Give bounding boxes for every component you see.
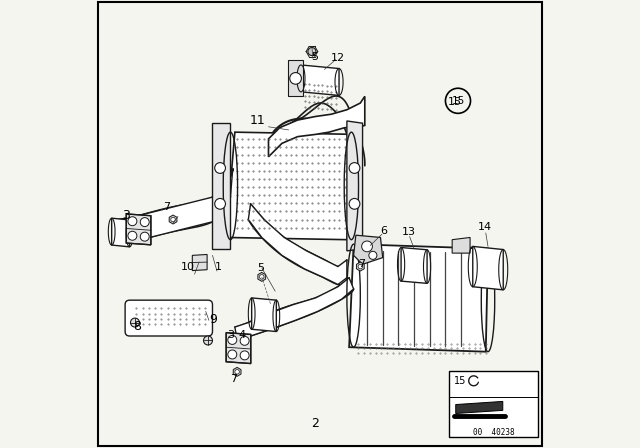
Text: 12: 12 (331, 53, 345, 63)
Text: 5: 5 (311, 52, 318, 62)
Polygon shape (112, 218, 130, 247)
Circle shape (140, 232, 149, 241)
Polygon shape (126, 214, 151, 245)
Polygon shape (269, 96, 365, 157)
Polygon shape (212, 123, 230, 249)
Circle shape (369, 251, 377, 259)
Polygon shape (248, 204, 347, 284)
Polygon shape (118, 170, 233, 244)
Circle shape (349, 163, 360, 173)
Text: 15: 15 (451, 96, 465, 106)
Circle shape (240, 351, 249, 360)
Polygon shape (226, 132, 356, 240)
Circle shape (131, 318, 140, 327)
Text: 3: 3 (122, 208, 131, 222)
Polygon shape (226, 333, 251, 364)
Text: 9: 9 (209, 313, 218, 326)
Polygon shape (301, 65, 339, 95)
Text: 7: 7 (358, 259, 365, 269)
Polygon shape (233, 367, 241, 376)
Polygon shape (347, 121, 362, 251)
Circle shape (349, 198, 360, 209)
Polygon shape (353, 235, 383, 264)
Circle shape (204, 336, 212, 345)
Text: 2: 2 (312, 417, 319, 430)
Circle shape (240, 336, 249, 345)
Text: 15: 15 (454, 376, 466, 386)
Circle shape (260, 275, 264, 279)
Text: 5: 5 (257, 263, 264, 273)
Circle shape (215, 163, 225, 173)
Circle shape (290, 73, 301, 84)
Text: 1: 1 (214, 263, 221, 272)
Circle shape (171, 217, 175, 222)
Polygon shape (452, 237, 470, 253)
Polygon shape (252, 298, 276, 332)
Text: 14: 14 (478, 222, 492, 232)
Polygon shape (169, 215, 177, 224)
Circle shape (228, 336, 237, 345)
Circle shape (308, 47, 316, 56)
Text: 3: 3 (227, 330, 234, 340)
Circle shape (228, 350, 237, 359)
Circle shape (128, 217, 137, 226)
Polygon shape (349, 244, 488, 352)
Circle shape (235, 370, 239, 374)
Polygon shape (356, 262, 364, 271)
Polygon shape (235, 278, 353, 340)
Text: 00  40238: 00 40238 (472, 428, 514, 437)
Text: 7: 7 (230, 375, 237, 384)
Polygon shape (401, 247, 427, 283)
Circle shape (140, 218, 149, 227)
FancyBboxPatch shape (125, 300, 212, 336)
Text: 6: 6 (380, 226, 387, 236)
Text: 13: 13 (402, 227, 416, 237)
Circle shape (362, 241, 372, 252)
Circle shape (128, 231, 137, 240)
Text: 4: 4 (238, 330, 245, 340)
Text: 11: 11 (250, 114, 265, 128)
FancyBboxPatch shape (449, 371, 538, 437)
Circle shape (215, 198, 225, 209)
Polygon shape (192, 254, 207, 271)
Text: 10: 10 (181, 262, 195, 271)
Polygon shape (258, 272, 266, 281)
Polygon shape (456, 401, 503, 414)
Text: 8: 8 (133, 319, 141, 333)
Circle shape (358, 264, 362, 269)
Polygon shape (473, 246, 503, 290)
Text: 7: 7 (163, 202, 170, 212)
Text: 15: 15 (447, 97, 461, 107)
Polygon shape (287, 60, 303, 96)
